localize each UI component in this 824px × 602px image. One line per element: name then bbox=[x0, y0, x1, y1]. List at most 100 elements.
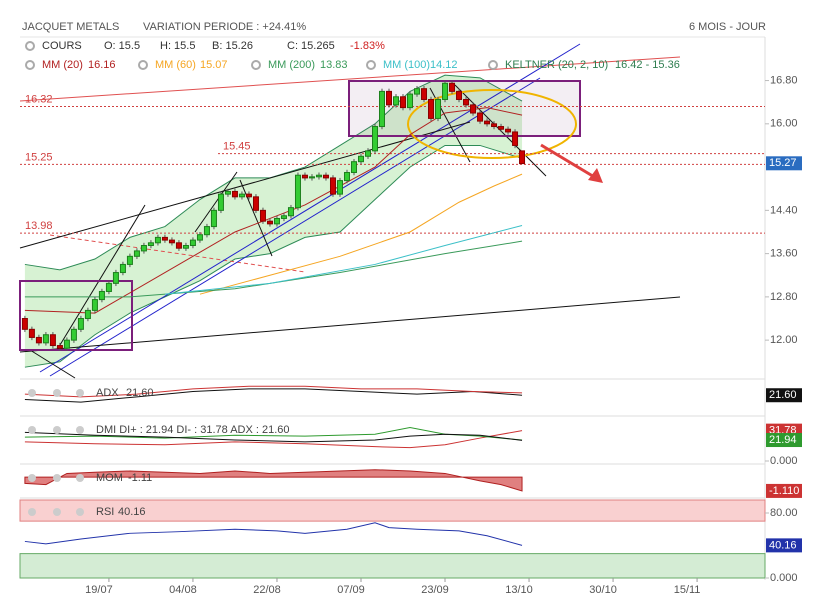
gear-icon bbox=[25, 60, 35, 70]
candle-body bbox=[49, 334, 56, 347]
annotations bbox=[19, 43, 681, 379]
candle-body bbox=[512, 131, 519, 146]
trend-line bbox=[49, 234, 306, 273]
x-tick-label: 23/09 bbox=[421, 584, 449, 596]
legend-item: H: 15.5 bbox=[160, 40, 195, 52]
x-tick-label: 07/09 bbox=[337, 584, 365, 596]
legend-name: MM (200) bbox=[268, 59, 315, 71]
panel-icon bbox=[53, 508, 61, 516]
candle-body bbox=[266, 220, 273, 225]
last-value-label: 21.94 bbox=[769, 434, 797, 446]
y-tick-label: 0.000 bbox=[770, 572, 798, 584]
candle-body bbox=[301, 174, 308, 179]
legend-value: 15.07 bbox=[200, 59, 228, 71]
candle-body bbox=[259, 209, 266, 222]
panel-value: 21.60 bbox=[126, 387, 154, 399]
candle-body bbox=[280, 215, 287, 219]
gear-icon bbox=[138, 60, 148, 70]
panel-value: 40.16 bbox=[118, 506, 146, 518]
candle-body bbox=[357, 155, 364, 163]
trend-line bbox=[19, 56, 681, 102]
level-label: 13.98 bbox=[25, 220, 53, 232]
indicator-line bbox=[24, 522, 523, 546]
y-tick-label: 0.000 bbox=[770, 455, 798, 467]
candle-body bbox=[42, 334, 49, 344]
chart-subtitle: VARIATION PERIODE : +24.41% bbox=[143, 21, 306, 33]
band-lower bbox=[24, 144, 523, 368]
band-fill bbox=[24, 75, 523, 368]
panel-icon bbox=[28, 426, 36, 434]
x-tick-label: 19/07 bbox=[85, 584, 113, 596]
candle-body bbox=[498, 126, 505, 130]
candle-body bbox=[449, 82, 456, 92]
legend-item: O: 15.5 bbox=[104, 40, 140, 52]
gear-icon bbox=[251, 60, 261, 70]
moving-average bbox=[199, 173, 523, 295]
candle-body bbox=[428, 98, 435, 119]
panel-icon bbox=[76, 389, 84, 397]
gear-icon bbox=[25, 41, 35, 51]
last-value-box bbox=[766, 433, 802, 448]
candle-body bbox=[154, 236, 161, 244]
candle-body bbox=[287, 207, 294, 217]
last-value-label: 40.16 bbox=[769, 539, 797, 551]
candle-body bbox=[119, 263, 126, 274]
candle-body bbox=[393, 96, 400, 106]
trend-line bbox=[454, 84, 547, 177]
candle-body bbox=[343, 171, 350, 182]
candle-body bbox=[350, 161, 357, 173]
y-tick-label: 12.00 bbox=[770, 334, 798, 346]
candle-body bbox=[112, 272, 119, 284]
last-price-label: 15.27 bbox=[769, 157, 797, 169]
candle-body bbox=[35, 336, 42, 344]
x-tick-label: 04/08 bbox=[169, 584, 197, 596]
candle-body bbox=[175, 242, 182, 249]
x-tick-label: 22/08 bbox=[253, 584, 281, 596]
arrow bbox=[540, 143, 597, 180]
panel-title: ADX bbox=[96, 387, 119, 399]
y-tick-label: 13.60 bbox=[770, 248, 798, 260]
panel-icon bbox=[53, 426, 61, 434]
legend-name: KELTNER (20, 2, 10) bbox=[505, 59, 608, 71]
x-tick-label: 15/11 bbox=[674, 584, 701, 596]
trend-line bbox=[19, 296, 681, 353]
panel-title: RSI bbox=[96, 506, 114, 518]
legend-value: 16.16 bbox=[88, 59, 116, 71]
candle-body bbox=[217, 193, 224, 211]
candle-body bbox=[189, 239, 196, 247]
candle-body bbox=[371, 126, 378, 152]
last-value-box bbox=[766, 538, 802, 553]
candle-body bbox=[182, 245, 189, 249]
trend-line bbox=[39, 43, 581, 373]
panel-value: -1.11 bbox=[128, 472, 152, 484]
candle-body bbox=[400, 96, 407, 109]
candle-body bbox=[133, 250, 140, 257]
panel-icon bbox=[53, 389, 61, 397]
indicator-line bbox=[24, 385, 523, 398]
chart-title: JACQUET METALS bbox=[22, 21, 119, 33]
candle-body bbox=[385, 90, 392, 106]
y-tick-label: 80.00 bbox=[770, 507, 798, 519]
candle-body bbox=[238, 193, 245, 198]
candle-body bbox=[294, 174, 301, 209]
gear-icon bbox=[366, 60, 376, 70]
panel-icon bbox=[28, 508, 36, 516]
legend-value: 13.83 bbox=[320, 59, 348, 71]
y-tick-label: 14.40 bbox=[770, 204, 798, 216]
candle-body bbox=[477, 112, 484, 122]
panel-title: DMI DI+ : 21.94 DI- : 31.78 ADX : 21.60 bbox=[96, 424, 290, 436]
candle-body bbox=[21, 318, 28, 330]
candle-body bbox=[484, 120, 491, 125]
candle-body bbox=[63, 339, 70, 349]
y-tick-label: 12.80 bbox=[770, 291, 798, 303]
last-price-box bbox=[766, 156, 802, 171]
last-value-box bbox=[766, 483, 802, 498]
trend-line bbox=[29, 349, 76, 379]
area bbox=[24, 469, 523, 492]
candle-body bbox=[252, 196, 259, 211]
candle-body bbox=[203, 226, 210, 236]
candle-body bbox=[435, 98, 442, 119]
candle-body bbox=[140, 245, 147, 252]
